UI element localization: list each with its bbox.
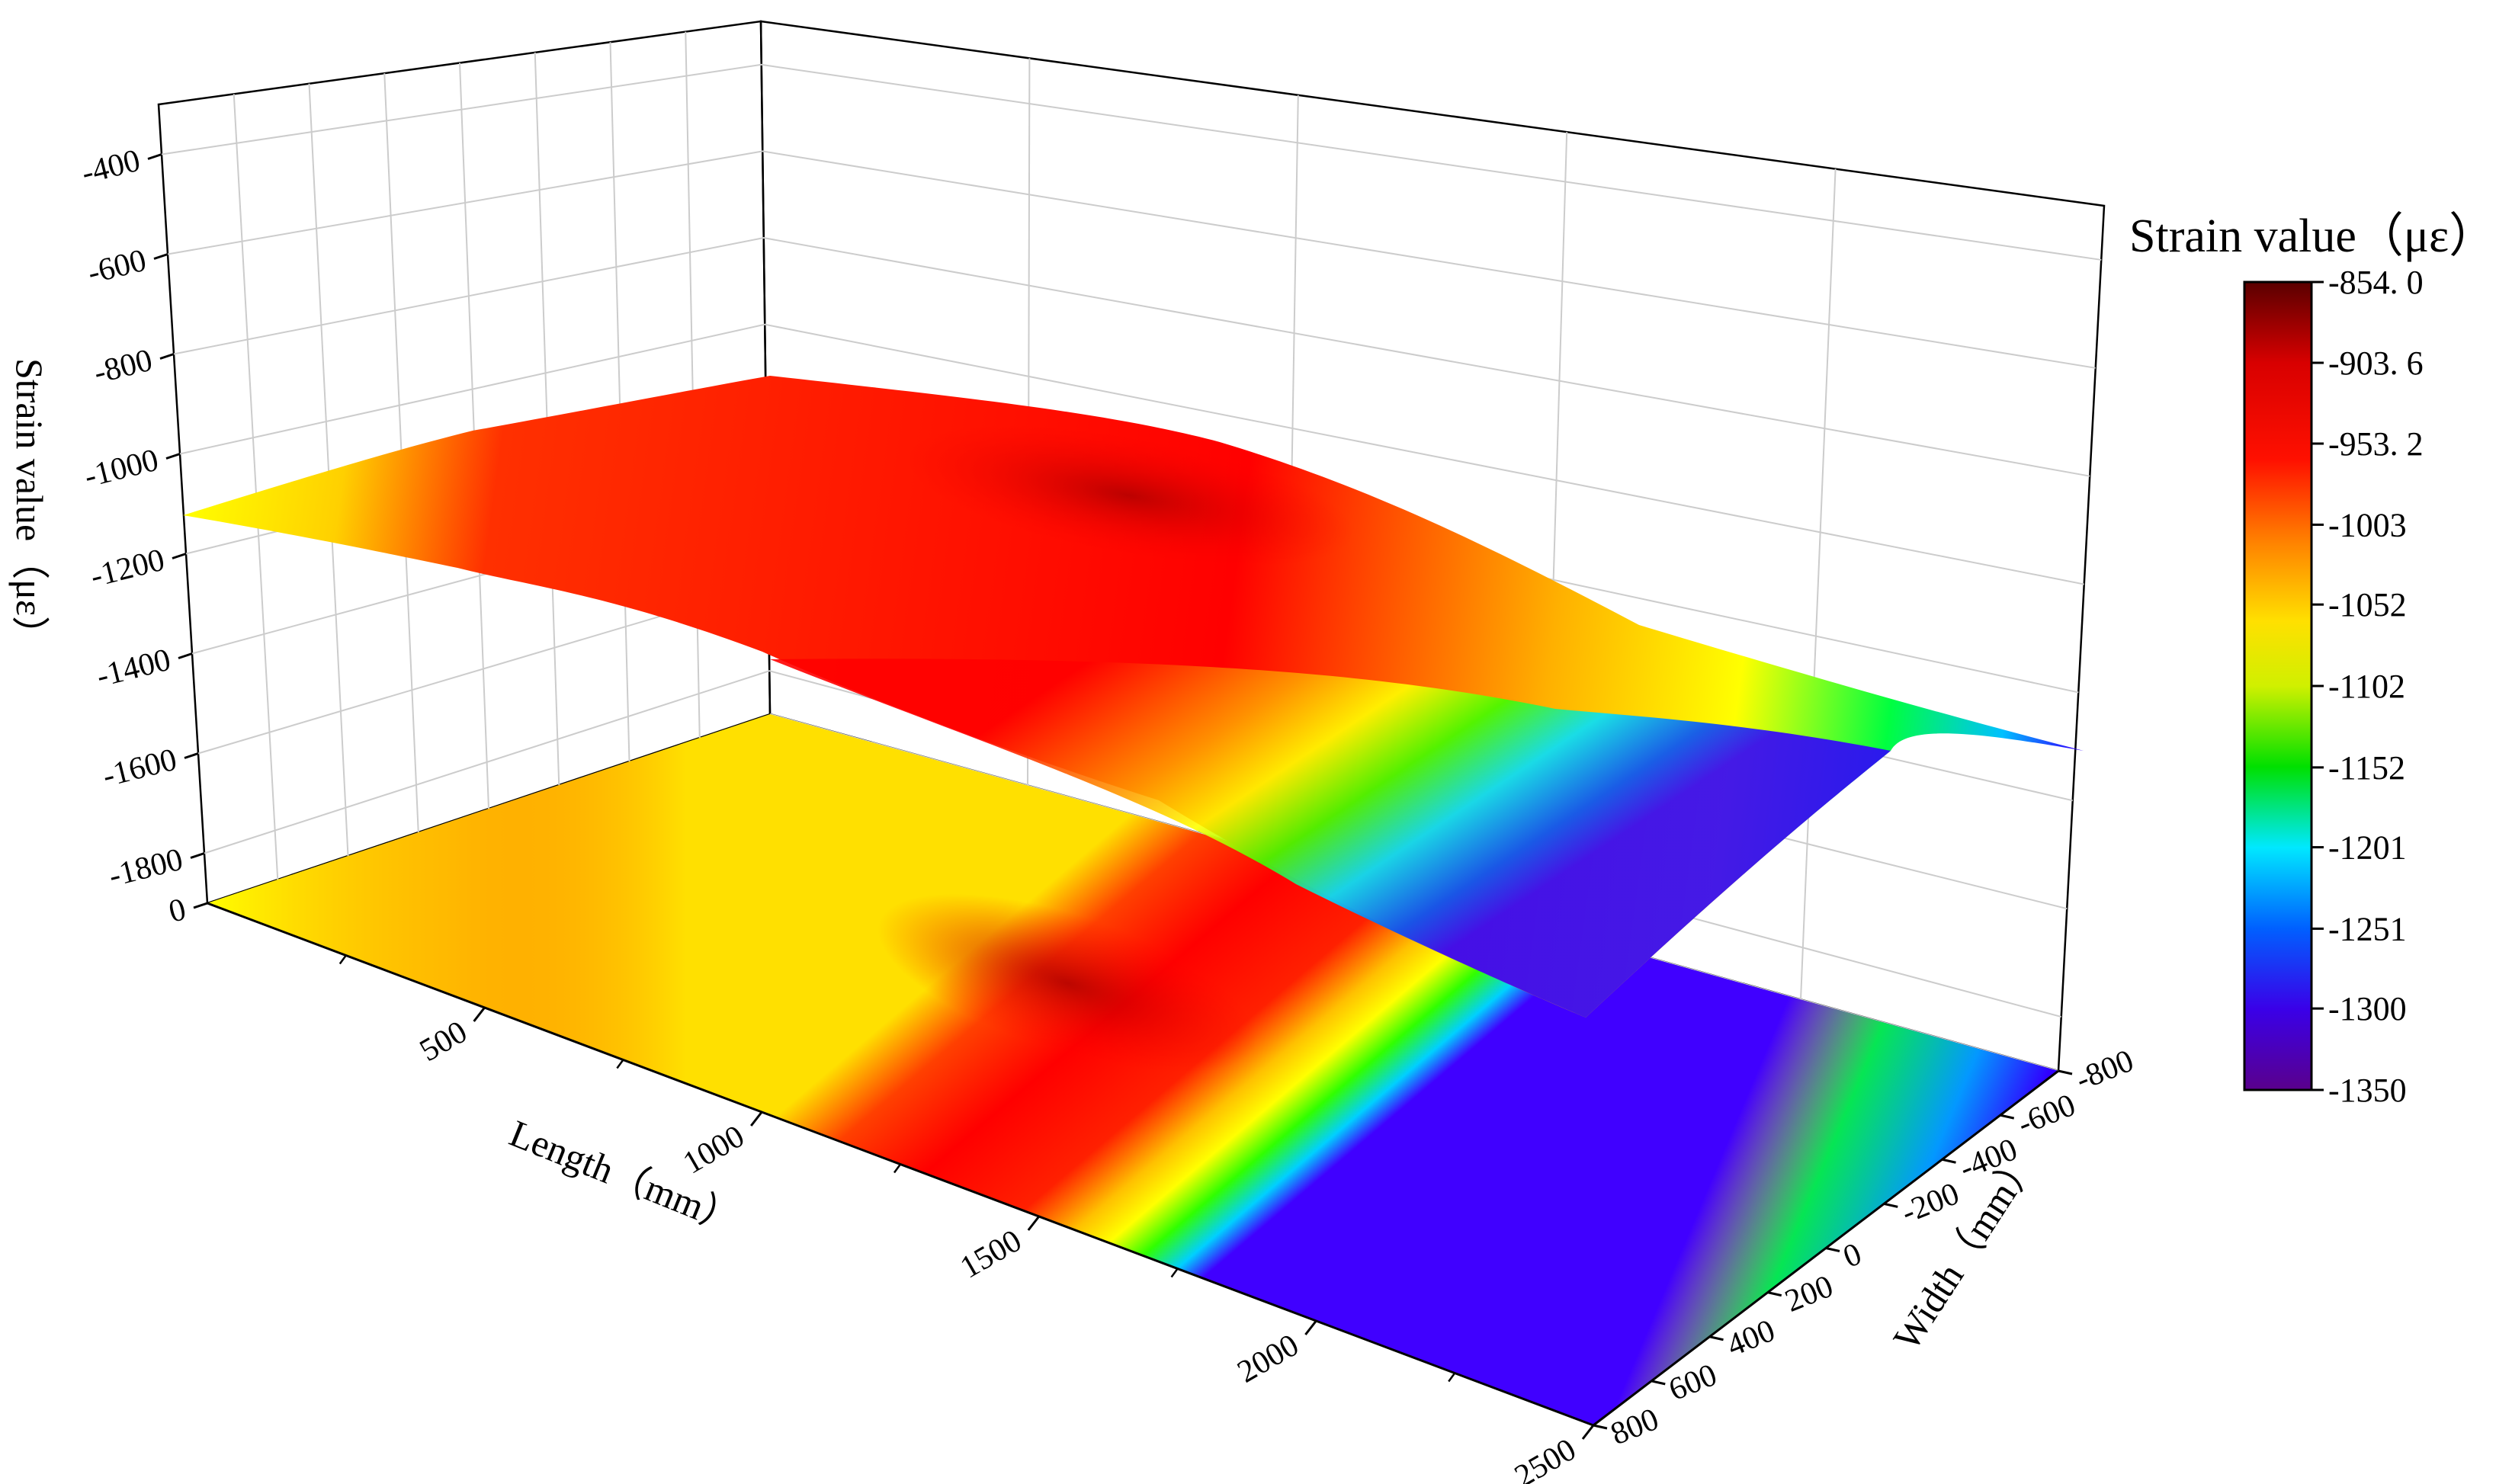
x-minor-tick [1170, 1268, 1179, 1278]
y-tick-mark [1651, 1380, 1666, 1386]
z-gridline [179, 323, 2084, 585]
y-tick-mark [1825, 1247, 1840, 1252]
x-tick-label: 1000 [677, 1119, 750, 1181]
colorbar-tick-label: -1350 [2328, 1072, 2407, 1109]
z-tick-label: -1000 [81, 443, 162, 495]
colorbar-tick-label: -1102 [2328, 668, 2405, 705]
y-tick-mark [1942, 1158, 1956, 1164]
x-minor-tick [893, 1163, 902, 1174]
y-tick-mark [2058, 1069, 2073, 1075]
colorbar-tick-label: -1251 [2328, 910, 2407, 947]
z-gridline [173, 237, 2090, 477]
colorbar-tick-label: -953. 2 [2328, 425, 2424, 463]
y-tick-mark [2000, 1114, 2015, 1120]
z-tick-mark [193, 902, 208, 909]
z-tick-mark [172, 553, 187, 559]
x-minor-tick [616, 1059, 624, 1069]
colorbar-tick-label: -1300 [2328, 990, 2407, 1027]
z-axis-title: Strain value（με） [8, 358, 51, 654]
z-tick-mark [165, 453, 181, 460]
z-tick-mark [147, 153, 162, 160]
colorbar-tick-label: -1003 [2328, 506, 2407, 543]
y-tick-mark [1593, 1424, 1608, 1430]
y-tick-label: 0 [1839, 1236, 1867, 1275]
x-minor-tick [1448, 1372, 1456, 1383]
x-tick-label: 2000 [1232, 1328, 1305, 1390]
z-tick-label: -1400 [93, 643, 174, 694]
left-wall-gridline [609, 42, 630, 762]
y-tick-mark [1883, 1202, 1898, 1208]
z-tick-label: -400 [79, 143, 144, 191]
left-wall-gridline [685, 31, 701, 739]
x-tick-label: 1500 [954, 1223, 1028, 1286]
colorbar-tick-label: -1201 [2328, 829, 2407, 867]
z-tick-mark [178, 652, 193, 659]
z-gridline [161, 63, 2102, 261]
colorbar: Strain value（με） -854. 0 -903. 6 -953. 2 -1… [2129, 210, 2496, 1109]
colorbar-ticks: -854. 0 -903. 6 -953. 2 -1003 -1052 -1102 -115… [2311, 264, 2424, 1109]
x-minor-tick [338, 954, 347, 965]
x-tick-mark [1304, 1320, 1317, 1335]
x-axis-title: Length（mm） [504, 1111, 746, 1242]
colorbar-bar [2243, 280, 2313, 1091]
z-tick-label: -1200 [87, 543, 168, 595]
z-tick-label: -800 [91, 343, 156, 391]
strain-surface [183, 376, 2084, 1018]
x-tick-mark [1027, 1216, 1040, 1231]
x-tick-label: 500 [414, 1014, 473, 1069]
colorbar-tick-label: -1152 [2328, 749, 2405, 787]
y-tick-mark [1767, 1291, 1782, 1297]
colorbar-tick-label: -854. 0 [2328, 264, 2424, 301]
z-tick-label: -1800 [105, 842, 186, 894]
colorbar-title: Strain value（με） [2129, 210, 2496, 262]
left-wall-gridline [308, 83, 349, 857]
z-tick-label: -1600 [99, 742, 180, 794]
left-wall-gridline [233, 94, 279, 880]
z-tick-mark [184, 752, 199, 759]
colorbar-tick-label: -1052 [2328, 586, 2407, 623]
x-tick-mark [1581, 1425, 1595, 1440]
x-tick-mark [750, 1111, 763, 1127]
x-tick-mark [473, 1007, 486, 1022]
x-tick-label: 2500 [1509, 1432, 1582, 1484]
z-tick-mark [190, 852, 205, 859]
floor-contour-projection [207, 714, 2058, 1425]
y-tick-label: -800 [2071, 1043, 2139, 1098]
colorbar-tick-label: -903. 6 [2328, 345, 2424, 382]
z-tick-mark [159, 353, 175, 360]
y-tick-mark [1709, 1335, 1724, 1341]
z-tick-label: 0 [165, 892, 190, 930]
z-gridline [167, 150, 2096, 369]
z-tick-label: -600 [85, 243, 150, 291]
right-wall-gridline [1800, 168, 1837, 1000]
z-tick-mark [153, 253, 168, 260]
